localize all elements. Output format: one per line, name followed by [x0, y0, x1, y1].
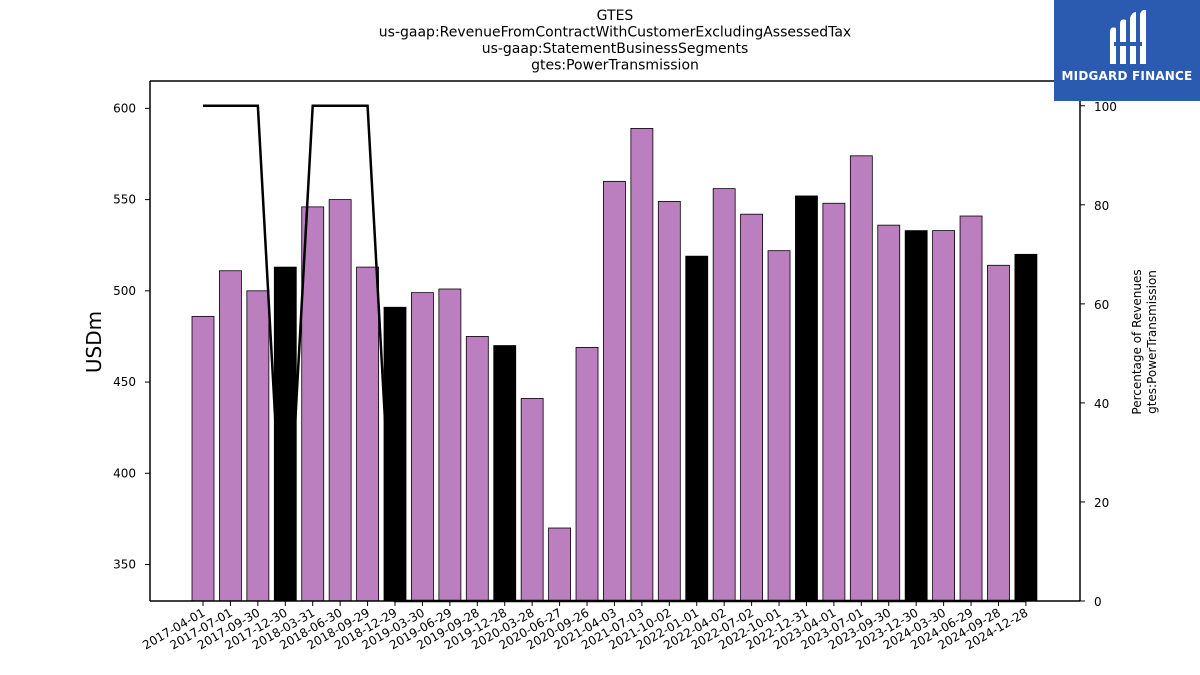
chart-title-line-4: gtes:PowerTransmission — [531, 58, 699, 74]
bar-2018-09-29 — [356, 266, 379, 602]
bar-2020-06-27 — [548, 527, 571, 602]
bar-2019-09-28 — [465, 336, 489, 602]
x-axis-ticks: 2017-04-012017-07-012017-09-302017-12-30… — [140, 601, 1030, 652]
y-axis-left-label: USDm — [82, 311, 106, 373]
bar-2022-01-01 — [685, 255, 709, 602]
y-right-tick-label: 100 — [1094, 100, 1117, 114]
chart-title-line-2: us-gaap:RevenueFromContractWithCustomerE… — [379, 25, 851, 41]
axes — [149, 80, 1081, 602]
bar-2019-03-30 — [411, 292, 434, 602]
bar-2024-12-28 — [1014, 253, 1038, 602]
bar-2024-03-30 — [932, 230, 956, 602]
bar-2022-10-01 — [767, 250, 791, 602]
bar-2021-04-03 — [603, 180, 626, 602]
chart-title: GTESus-gaap:RevenueFromContractWithCusto… — [379, 8, 851, 74]
y-right-tick-label: 0 — [1094, 595, 1102, 609]
bar-2017-12-30 — [273, 266, 297, 602]
y-left-tick-label: 450 — [113, 375, 136, 389]
bar-2018-06-30 — [328, 199, 352, 602]
bar-2023-09-30 — [877, 224, 901, 602]
bar-2017-09-30 — [246, 290, 270, 602]
bar-2019-06-29 — [438, 288, 462, 602]
bar-2023-07-01 — [849, 155, 873, 602]
bar-2020-09-26 — [575, 346, 599, 602]
y-axis-right-ticks: 0 20 40 60 80 100 — [1080, 100, 1117, 609]
bar-2017-07-01 — [219, 270, 242, 602]
y-left-tick-label: 550 — [113, 193, 136, 207]
bar-2022-07-02 — [740, 213, 763, 602]
y-right-tick-label: 80 — [1094, 199, 1109, 213]
y-right-tick-label: 20 — [1094, 496, 1109, 510]
y-axis-left-ticks: 350 400 450 500 550 600 — [113, 101, 150, 572]
bar-series — [191, 128, 1038, 602]
logo: MIDGARD FINANCE — [1054, 0, 1200, 101]
bar-2021-10-02 — [657, 201, 681, 602]
y-left-tick-label: 500 — [113, 284, 136, 298]
bar-2023-04-01 — [822, 202, 846, 602]
y-left-tick-label: 400 — [113, 466, 136, 480]
y-left-tick-label: 350 — [113, 558, 136, 572]
bar-2024-06-29 — [959, 215, 983, 602]
bar-2020-03-28 — [520, 398, 544, 602]
y-axis-right-label-line-1: Percentage of Revenues — [1130, 269, 1144, 414]
bar-2022-12-31 — [795, 195, 818, 602]
logo-text: MIDGARD FINANCE — [1061, 69, 1193, 83]
bar-2021-07-03 — [630, 128, 654, 602]
y-right-tick-label: 60 — [1094, 298, 1109, 312]
bar-2022-04-02 — [712, 188, 736, 602]
midgard-logo-icon — [1110, 9, 1146, 64]
y-left-tick-label: 600 — [113, 101, 136, 115]
bar-2023-12-30 — [904, 230, 928, 602]
y-axis-right-label-line-2: gtes:PowerTransmission — [1145, 270, 1159, 414]
y-right-tick-label: 40 — [1094, 397, 1109, 411]
bar-2024-09-28 — [987, 264, 1010, 602]
chart-title-line-3: us-gaap:StatementBusinessSegments — [482, 41, 749, 57]
bar-2019-12-28 — [493, 345, 517, 602]
chart-title-line-1: GTES — [597, 8, 634, 24]
bar-2017-04-01 — [191, 315, 215, 602]
